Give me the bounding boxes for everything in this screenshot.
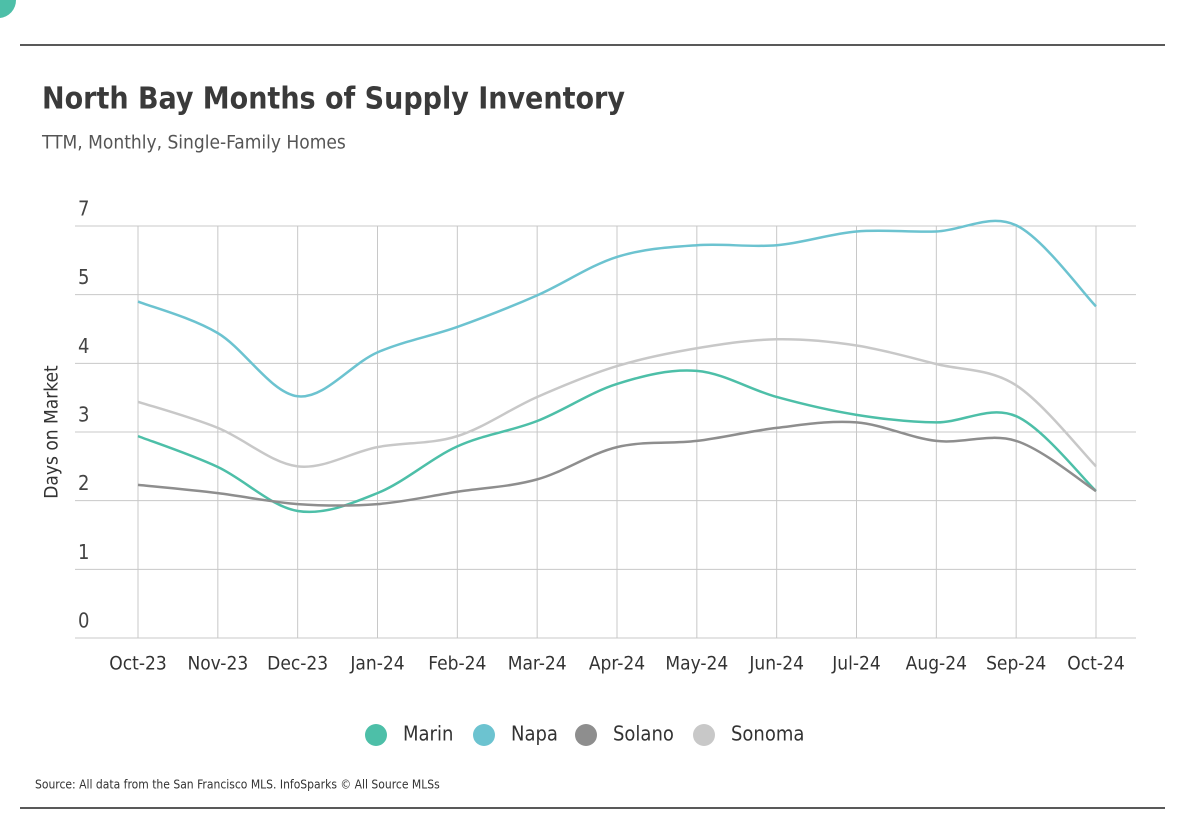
y-tick-label: 0 <box>78 609 89 633</box>
x-tick-label: Jun-24 <box>748 653 804 675</box>
series-line <box>137 219 1097 398</box>
y-tick-label: 5 <box>78 265 89 289</box>
x-tick-label: Jan-24 <box>349 653 404 675</box>
x-tick-label: Mar-24 <box>508 653 567 675</box>
x-tick-label: Aug-24 <box>906 653 967 675</box>
x-tick-label: Dec-23 <box>267 653 328 675</box>
x-tick-label: Oct-23 <box>109 653 166 675</box>
x-tick-label: Oct-24 <box>1067 653 1124 675</box>
chart-subtitle: TTM, Monthly, Single-Family Homes <box>41 132 346 154</box>
legend-swatch <box>575 724 597 746</box>
y-tick-label: 7 <box>78 197 89 221</box>
legend-swatch <box>365 724 387 746</box>
x-tick-label: Jul-24 <box>831 653 881 675</box>
legend-swatch <box>693 724 715 746</box>
chart-title: North Bay Months of Supply Inventory <box>42 82 625 117</box>
x-tick-label: Apr-24 <box>589 653 645 675</box>
legend-label: Solano <box>613 722 674 746</box>
corner-decoration <box>0 0 17 18</box>
x-tick-label: Sep-24 <box>986 653 1046 675</box>
legend-swatch <box>473 724 495 746</box>
y-tick-label: 1 <box>78 540 89 564</box>
legend-label: Napa <box>511 722 558 746</box>
legend-label: Sonoma <box>731 722 804 746</box>
series-line <box>137 369 1097 514</box>
x-tick-label: Feb-24 <box>428 653 486 675</box>
x-tick-label: Nov-23 <box>187 653 248 675</box>
source-note: Source: All data from the San Francisco … <box>35 778 440 792</box>
y-tick-label: 2 <box>78 471 89 495</box>
y-axis-label: Days on Market <box>41 365 63 499</box>
legend-label: Marin <box>403 722 453 746</box>
series-line <box>137 338 1097 468</box>
y-tick-label: 4 <box>78 334 89 358</box>
x-tick-label: May-24 <box>665 653 728 675</box>
series-line <box>137 420 1097 507</box>
y-tick-label: 3 <box>78 403 89 427</box>
